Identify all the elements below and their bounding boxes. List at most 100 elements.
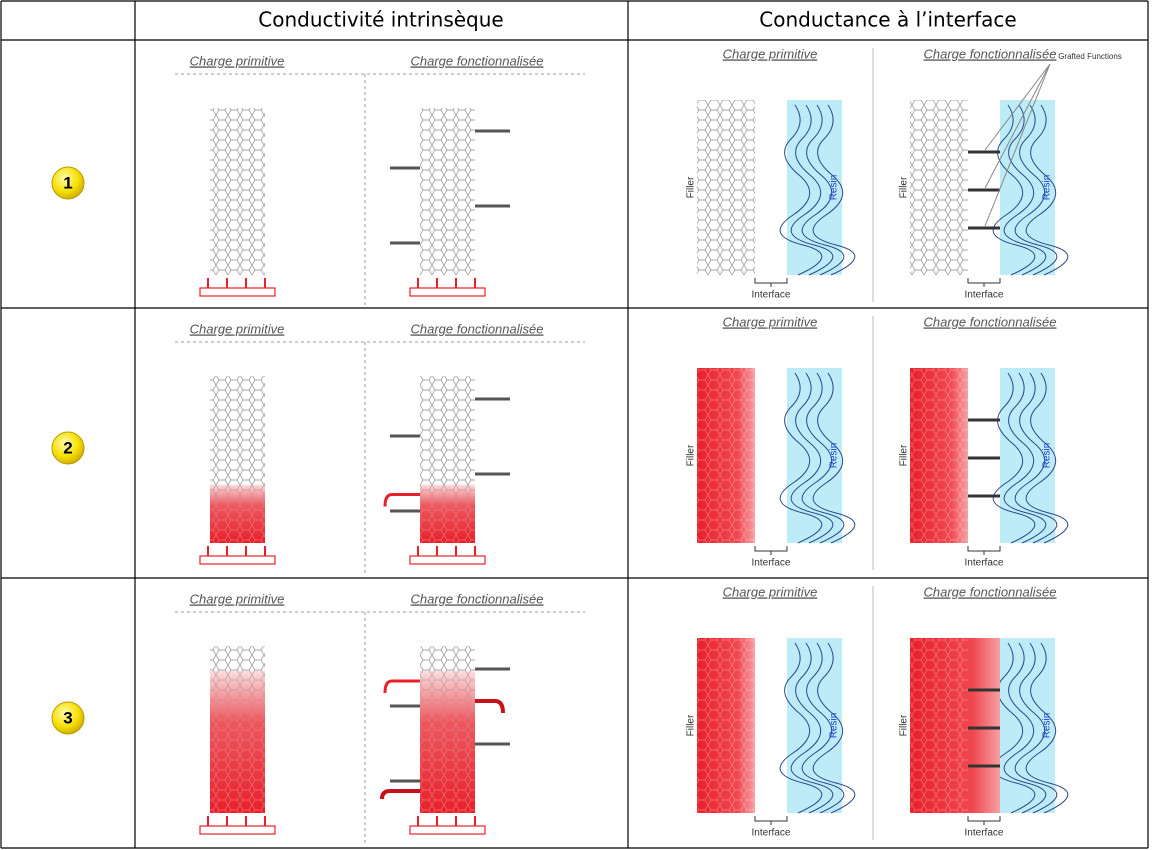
interface-bracket	[967, 546, 1001, 555]
polymer-chain	[992, 104, 1036, 276]
column-header: Conductivité intrinsèque	[258, 8, 503, 32]
panel-title: Charge fonctionnalisée	[411, 53, 544, 68]
polymer-chain	[790, 372, 834, 544]
panel-title: Charge primitive	[190, 591, 285, 606]
panel-title: Charge fonctionnalisée	[411, 321, 544, 336]
row-label: 3	[63, 708, 72, 727]
heater	[199, 825, 276, 835]
interface-bracket	[754, 816, 788, 825]
resin-block	[1000, 368, 1055, 543]
panel-title: Charge fonctionnalisée	[924, 584, 1057, 599]
interface-label: Interface	[965, 828, 1004, 839]
interface-bracket	[967, 816, 1001, 825]
row-badge	[51, 701, 85, 735]
row-label: 2	[63, 438, 72, 457]
interface-bracket	[754, 278, 788, 287]
heat-flow	[383, 493, 420, 507]
polymer-chain	[1025, 642, 1069, 814]
polymer-chain	[779, 104, 823, 276]
polymer-chain	[790, 104, 834, 276]
annotation-arrow	[984, 63, 1051, 151]
polymer-chain	[1014, 372, 1058, 544]
hex-overlay	[210, 484, 265, 543]
column-header: Conductance à l’interface	[759, 8, 1016, 32]
filler-label: Filler	[686, 714, 697, 736]
heater	[199, 287, 276, 297]
row-badge	[51, 431, 85, 465]
polymer-chain	[790, 642, 834, 814]
filler-label: Filler	[899, 444, 910, 466]
hex-overlay	[210, 671, 265, 813]
polymer-chain	[992, 372, 1036, 544]
panel-title: Charge primitive	[723, 314, 818, 329]
polymer-chain	[1003, 104, 1047, 276]
resin-block	[1000, 100, 1055, 275]
panel-title: Charge fonctionnalisée	[924, 46, 1057, 61]
resin-label: Resin	[829, 713, 840, 739]
annotation-arrow	[984, 63, 1051, 227]
filler-block	[910, 100, 968, 275]
polymer-chain	[1014, 642, 1058, 814]
polymer-chain	[1003, 642, 1047, 814]
hex-overlay	[420, 671, 475, 813]
filler-label: Filler	[899, 714, 910, 736]
polymer-chain	[1014, 104, 1058, 276]
resin-block	[787, 100, 842, 275]
annotation: Grafted Functions	[1058, 52, 1122, 61]
polymer-chain	[812, 642, 856, 814]
polymer-chain	[1025, 104, 1069, 276]
panel-title: Charge primitive	[723, 584, 818, 599]
panel-title: Charge primitive	[723, 46, 818, 61]
interface-label: Interface	[752, 828, 791, 839]
polymer-chain	[812, 372, 856, 544]
resin-label: Resin	[829, 443, 840, 469]
polymer-chain	[779, 642, 823, 814]
filler-label: Filler	[686, 444, 697, 466]
panel-title: Charge primitive	[190, 53, 285, 68]
filler-block	[697, 638, 755, 813]
filler-column	[210, 108, 265, 275]
filler-block	[697, 100, 755, 275]
panel-title: Charge fonctionnalisée	[411, 591, 544, 606]
heat-flow	[475, 699, 505, 714]
heat-flow	[380, 789, 420, 800]
filler-label: Filler	[899, 176, 910, 198]
row-label: 1	[63, 173, 72, 192]
heater	[409, 825, 486, 835]
filler-column	[420, 108, 475, 275]
heater	[199, 555, 276, 565]
hex-overlay	[420, 484, 475, 543]
heat-flow	[383, 679, 420, 694]
interface-label: Interface	[752, 290, 791, 301]
panel-title: Charge fonctionnalisée	[924, 314, 1057, 329]
interface-bracket	[754, 546, 788, 555]
row-badge	[51, 166, 85, 200]
resin-block	[1000, 638, 1055, 813]
resin-block	[787, 368, 842, 543]
polymer-chain	[801, 642, 845, 814]
polymer-chain	[779, 372, 823, 544]
interface-label: Interface	[752, 558, 791, 569]
resin-label: Resin	[1042, 175, 1053, 201]
interface-bracket	[967, 278, 1001, 287]
interface-label: Interface	[965, 558, 1004, 569]
resin-label: Resin	[1042, 713, 1053, 739]
resin-label: Resin	[1042, 443, 1053, 469]
polymer-chain	[812, 104, 856, 276]
polymer-chain	[801, 104, 845, 276]
heater	[409, 287, 486, 297]
polymer-chain	[1003, 372, 1047, 544]
interface-label: Interface	[965, 290, 1004, 301]
filler-label: Filler	[686, 176, 697, 198]
heater	[409, 555, 486, 565]
panel-title: Charge primitive	[190, 321, 285, 336]
polymer-chain	[1025, 372, 1069, 544]
filler-block	[697, 368, 755, 543]
annotation-arrow	[984, 63, 1051, 189]
filler-block	[910, 368, 968, 543]
resin-label: Resin	[829, 175, 840, 201]
filler-block	[910, 638, 968, 813]
polymer-chain	[801, 372, 845, 544]
